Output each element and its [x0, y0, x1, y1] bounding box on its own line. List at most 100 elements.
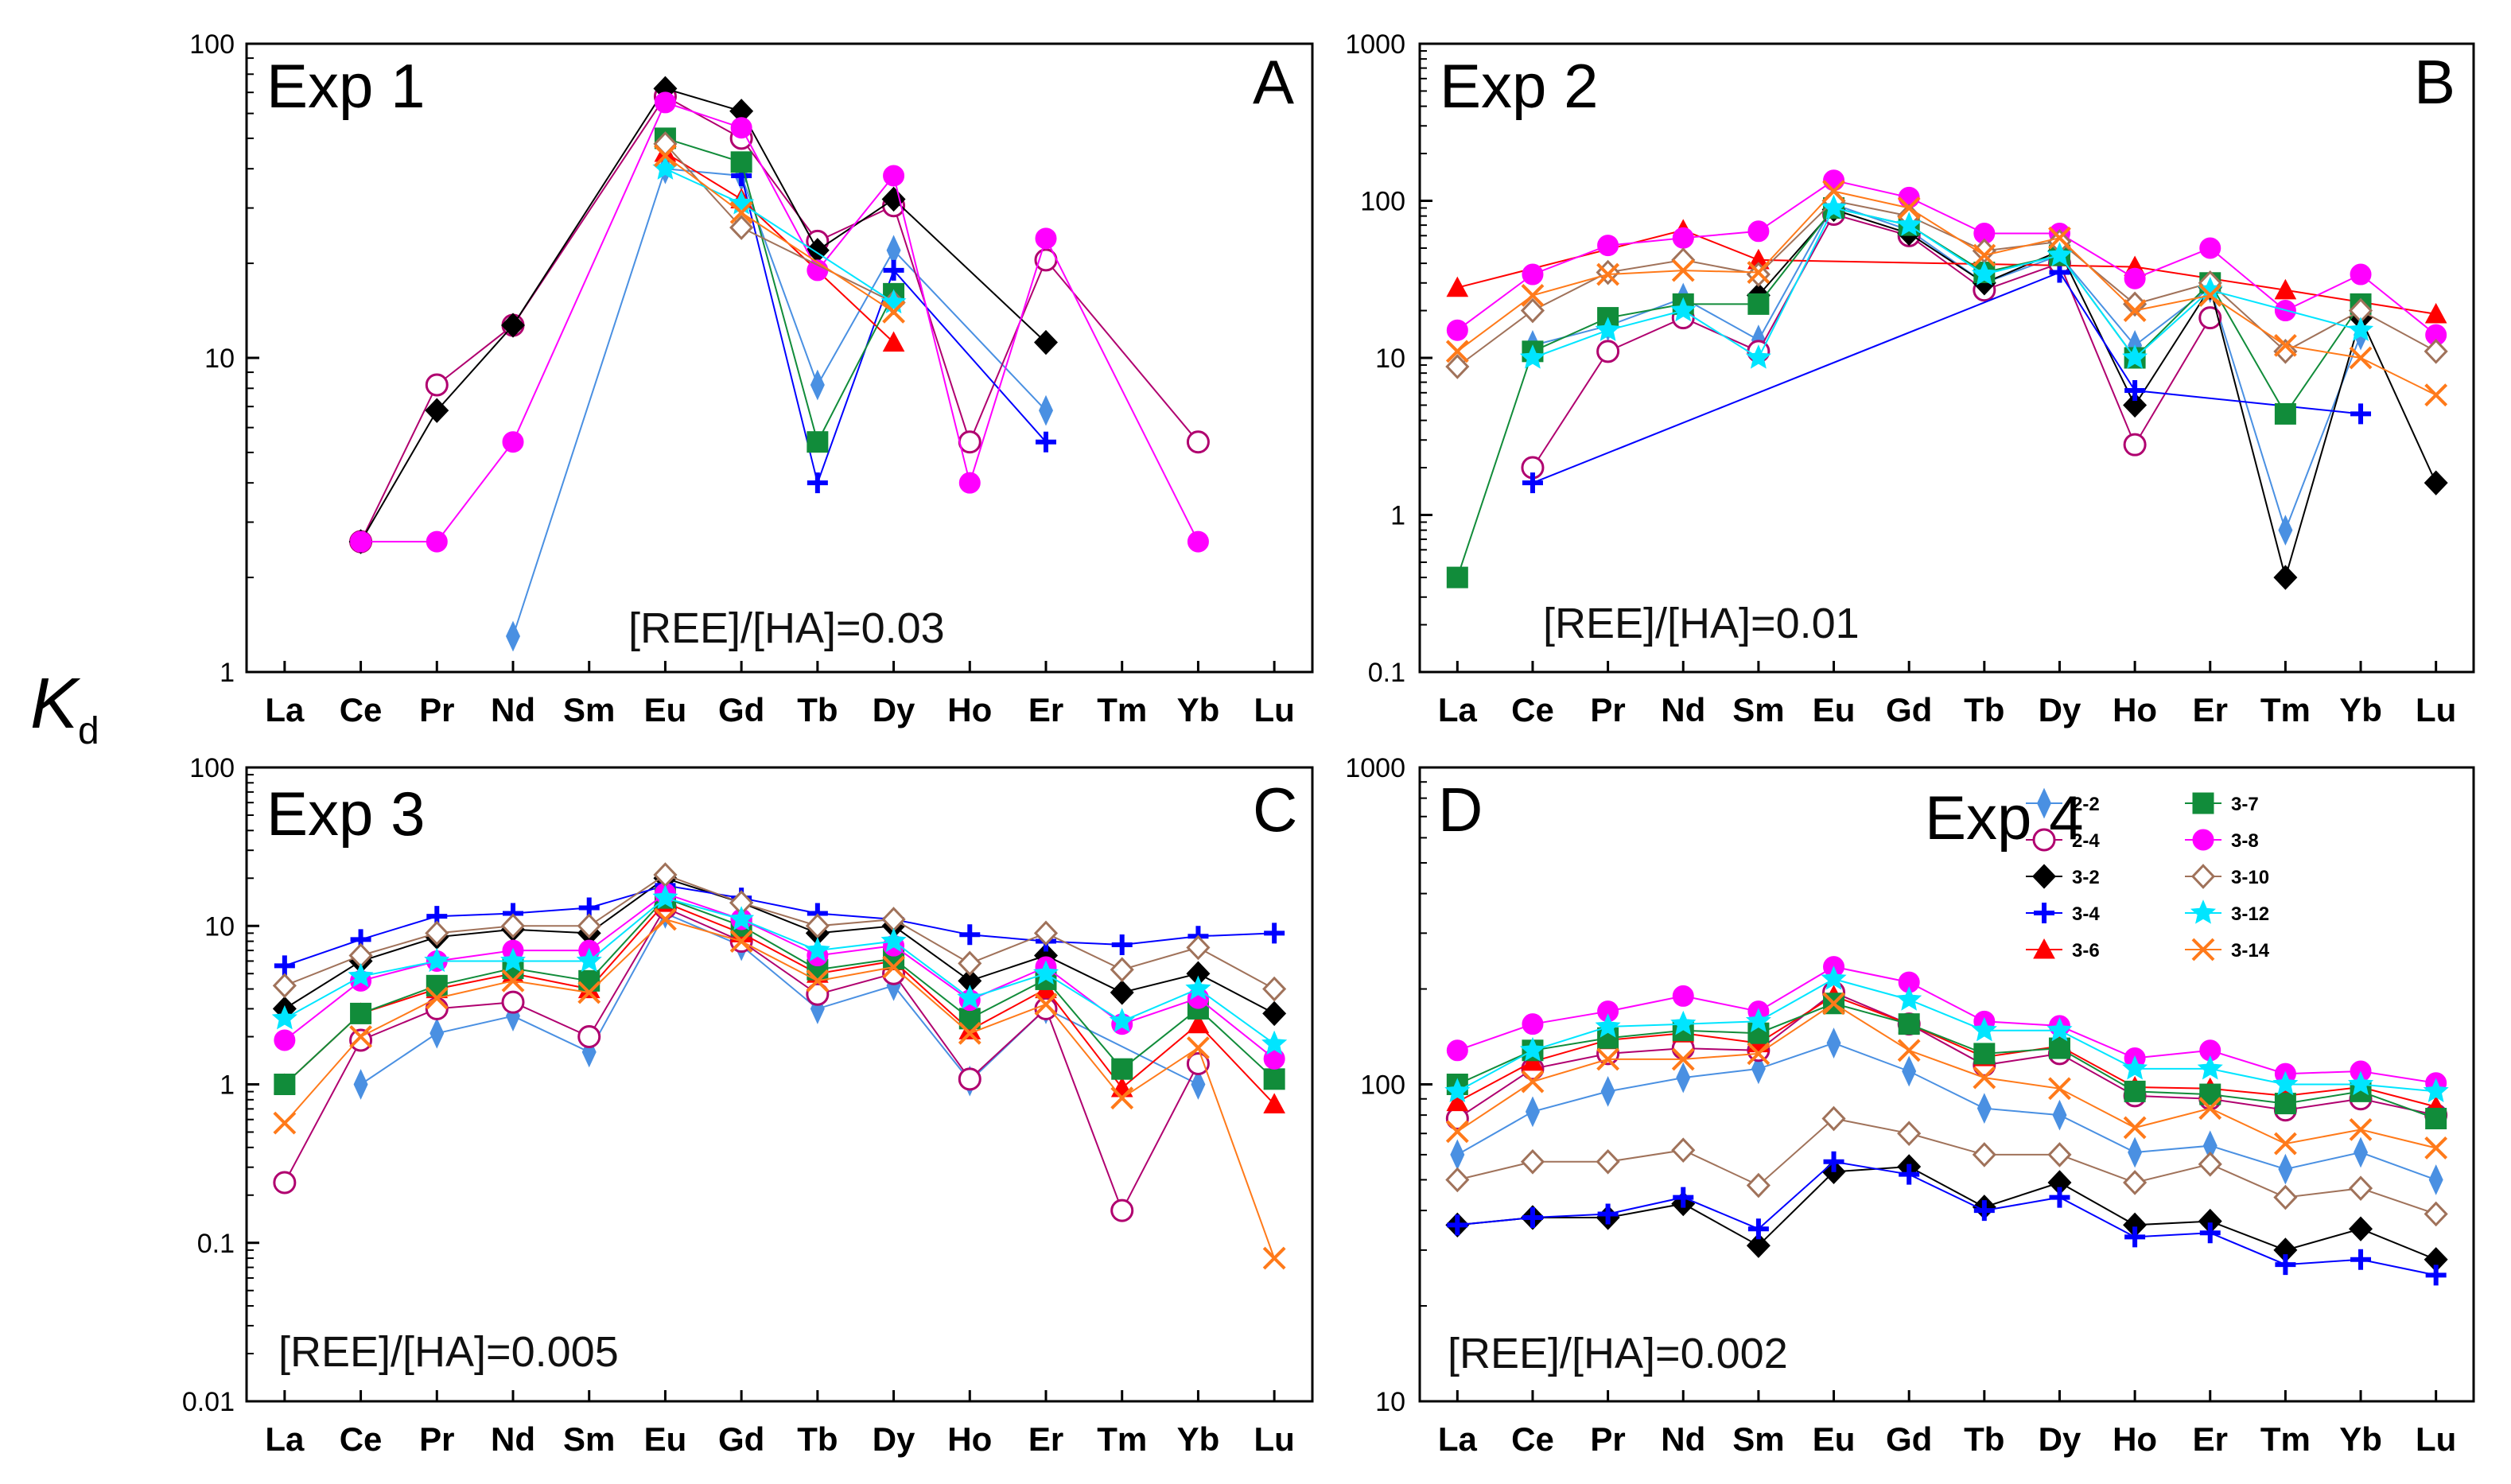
point-3-12-nd: [1670, 1010, 1697, 1035]
point-3-4-tb: [1973, 1200, 1995, 1222]
x-tick-label-pr: Pr: [1590, 1420, 1625, 1458]
point-3-8-lu: [1263, 1047, 1285, 1070]
point-3-10-sm: [577, 913, 601, 939]
point-3-14-nd: [1671, 1047, 1695, 1071]
y-tick-label: 1: [220, 658, 235, 688]
plot-frame: [1418, 42, 2475, 674]
point-3-10-lu: [2424, 339, 2448, 364]
point-3-12-la: [1444, 1078, 1471, 1103]
x-tick-label-la: La: [265, 1420, 305, 1458]
legend-marker-3-2: [2032, 864, 2056, 889]
y-tick-label: 100: [189, 753, 235, 783]
panel-title: Exp 3: [266, 779, 425, 849]
point-3-4-lu: [1264, 923, 1285, 944]
point-3-10-ho: [2123, 291, 2148, 317]
plot-frame: [245, 766, 1314, 1403]
x-tick-label-er: Er: [1028, 691, 1063, 728]
point-3-8-er: [1035, 227, 1057, 250]
point-3-10-tm: [1110, 957, 1134, 983]
x-tick-label-tb: Tb: [797, 1420, 838, 1458]
point-3-7-sm: [1747, 293, 1770, 315]
point-3-14-sm: [1747, 1042, 1771, 1066]
point-3-4-tm: [1111, 934, 1133, 955]
x-tick-label-nd: Nd: [491, 1420, 535, 1458]
point-3-10-lu: [2424, 1201, 2448, 1227]
panel-letter: D: [1438, 775, 1483, 845]
point-3-8-ho: [958, 472, 981, 494]
x-tick-label-yb: Yb: [2339, 1420, 2382, 1458]
ylabel-main: K: [30, 664, 81, 744]
x-tick-label-pr: Pr: [419, 691, 454, 728]
point-3-8-dy: [883, 165, 905, 187]
x-tick-label-ce: Ce: [1511, 1420, 1554, 1458]
point-3-2-sm: [1746, 1233, 1771, 1258]
point-3-7-gd: [1898, 1013, 1920, 1035]
point-2-2-la: [1450, 1139, 1465, 1171]
point-2-4-yb: [1186, 1052, 1210, 1076]
series-line-2-2: [1532, 203, 2361, 533]
point-3-14-gd: [1897, 1039, 1921, 1062]
point-3-8-la: [274, 1029, 296, 1051]
point-3-12-er: [2197, 1055, 2223, 1080]
point-3-10-tm: [2273, 1184, 2298, 1210]
panel-letter: B: [2414, 47, 2455, 117]
series-line-3-4: [1532, 271, 2361, 484]
point-3-2-tm: [2273, 565, 2298, 590]
point-3-12-tm: [1109, 1008, 1135, 1032]
point-3-10-ho: [2123, 1170, 2148, 1195]
point-3-14-dy: [2048, 1077, 2071, 1101]
series-2-2: [1450, 1028, 2443, 1195]
series-line-3-8: [1456, 179, 2437, 336]
point-3-4-eu: [1823, 1151, 1844, 1172]
legend-label-2-2: 2-2: [2072, 794, 2100, 815]
point-3-14-eu: [1822, 180, 1845, 203]
point-3-7-la: [274, 1074, 296, 1095]
series-line-3-7: [665, 137, 895, 445]
point-3-14-tb: [806, 969, 830, 993]
legend-marker-3-7: [2192, 792, 2214, 814]
x-tick-label-eu: Eu: [644, 1420, 687, 1458]
x-tick-label-eu: Eu: [644, 691, 687, 728]
point-3-10-nd: [500, 913, 526, 939]
point-3-14-yb: [2349, 1117, 2373, 1141]
point-2-2-nd: [505, 620, 521, 652]
x-tick-label-yb: Yb: [2339, 691, 2382, 728]
point-2-4-ho: [958, 1067, 981, 1091]
y-tick-label: 10: [1375, 1387, 1405, 1417]
legend-marker-3-14: [2191, 938, 2215, 961]
point-3-7-tm: [2274, 1093, 2296, 1115]
point-3-8-ho: [2124, 267, 2146, 289]
series-line-3-8: [1456, 965, 2436, 1084]
point-3-4-la: [274, 955, 295, 977]
legend-marker-3-8: [2192, 829, 2214, 851]
point-3-12-gd: [1896, 986, 1922, 1011]
series-3-7: [1446, 197, 2372, 589]
point-2-4-nd: [501, 990, 525, 1014]
point-3-8-eu: [654, 91, 676, 114]
y-tick-label: 1: [1390, 501, 1405, 531]
point-3-14-la: [273, 1111, 297, 1135]
series-line-3-14: [284, 918, 1276, 1259]
point-3-7-tm: [1111, 1058, 1133, 1080]
point-3-4-yb: [2350, 403, 2372, 425]
point-3-8-yb: [1187, 530, 1209, 553]
point-3-4-nd: [1673, 1187, 1694, 1208]
point-3-2-yb: [2349, 1216, 2373, 1241]
series-3-12: [1444, 965, 2449, 1103]
legend-marker-2-4: [2032, 828, 2056, 852]
x-tick-label-tb: Tb: [1964, 1420, 2004, 1458]
legend-label-3-10: 3-10: [2231, 867, 2269, 888]
point-3-6-tm: [2274, 278, 2297, 300]
point-3-12-tm: [2272, 1070, 2299, 1096]
series-3-14: [654, 144, 905, 324]
point-3-14-ce: [1521, 283, 1545, 307]
series-line-3-7: [284, 897, 1275, 1086]
point-3-14-pr: [425, 986, 449, 1010]
y-tick-label: 1: [220, 1070, 235, 1101]
y-tick-label: 100: [1360, 187, 1405, 217]
series-3-2: [348, 76, 1058, 554]
point-2-4-tb: [806, 982, 830, 1006]
point-3-4-ce: [1522, 1206, 1543, 1228]
x-tick-label-la: La: [265, 691, 305, 728]
legend-label-3-12: 3-12: [2231, 903, 2269, 925]
